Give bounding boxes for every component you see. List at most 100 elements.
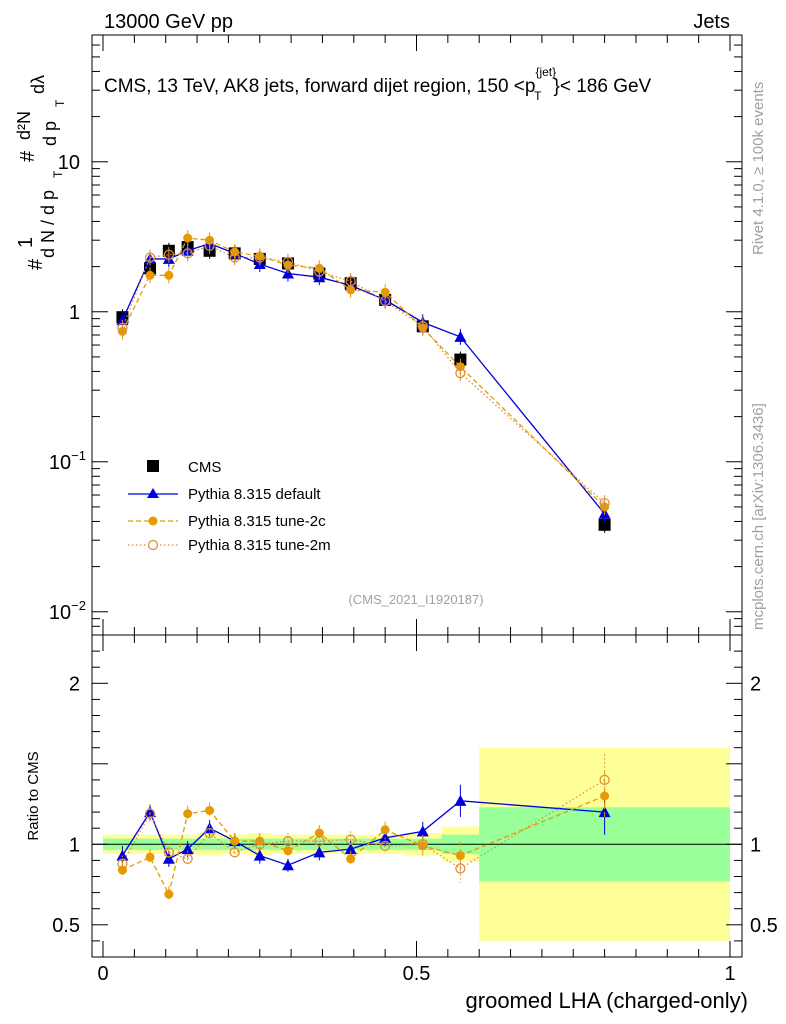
header-left: 13000 GeV pp [104,11,233,33]
ratio-point-pythia-8-315-tune-2m [345,834,356,845]
y-label-hash: # [25,258,47,270]
ratio-point-pythia-8-315-default [416,825,429,837]
point-pythia-8-315-tune-2m [144,252,156,263]
ratio-point-pythia-8-315-default [253,849,266,861]
point-pythia-8-315-tune-2m [379,295,391,307]
ratio-point-pythia-8-315-tune-2c [205,805,215,815]
legend-tune2m-label: Pythia 8.315 tune-2m [188,537,331,554]
x-tick-label: 0 [97,963,108,985]
ratio-point-pythia-8-315-default [181,843,194,855]
legend-cms-marker [147,460,159,472]
y-label-t: T [51,170,65,178]
ratio-point-pythia-8-315-tune-2c [600,791,610,801]
ratio-point-pythia-8-315-default [162,852,175,864]
point-pythia-8-315-tune-2m [163,249,174,260]
ratio-point-pythia-8-315-tune-2c [145,852,155,862]
y-tick-label: 10 [58,152,80,174]
ratio-line-pythia-8-315-tune-2m [121,779,605,870]
y-label-one: 1 [15,237,37,248]
ratio-point-pythia-8-315-tune-2m [117,858,128,869]
ratio-y-tick-label-right: 2 [750,673,761,695]
ratio-point-pythia-8-315-tune-2m [144,808,156,819]
ratio-point-pythia-8-315-tune-2c [283,846,293,856]
ratio-point-pythia-8-315-tune-2c [380,825,390,835]
legend-cms-label: CMS [188,459,221,476]
legend-tune2c-label: Pythia 8.315 tune-2c [188,513,326,530]
ratio-point-pythia-8-315-tune-2m [379,840,391,852]
point-pythia-8-315-tune-2c [145,270,155,280]
main-title: CMS, 13 TeV, AK8 jets, forward dijet reg… [104,65,652,103]
point-pythia-8-315-tune-2m [455,367,466,379]
y-tick-label: 10−2 [49,598,86,624]
header-right: Jets [693,11,730,33]
ratio-point-pythia-8-315-tune-2m [282,835,294,847]
series-layer [116,230,611,903]
ratio-point-pythia-8-315-tune-2c [164,889,174,899]
point-pythia-8-315-tune-2c [380,287,390,297]
analysis-tag: (CMS_2021_I1920187) [348,592,483,607]
ratio-frame [91,634,743,958]
legend-default-marker [147,488,159,498]
ratio-point-pythia-8-315-default [203,822,216,834]
point-pythia-8-315-default [454,330,467,342]
y-label-d2n: d²N [14,111,34,140]
ratio-y-tick-label-right: 1 [750,834,761,856]
point-pythia-8-315-tune-2c [346,285,356,295]
point-pythia-8-315-default [116,314,129,326]
ratio-point-pythia-8-315-default [454,794,467,806]
ratio-point-pythia-8-315-default [598,806,611,818]
point-pythia-8-315-tune-2c [183,233,193,243]
legend-default-label: Pythia 8.315 default [188,486,321,503]
ratio-point-pythia-8-315-tune-2c [230,836,240,846]
ratio-point-pythia-8-315-tune-2c [346,854,356,864]
line-pythia-8-315-tune-2m [121,245,606,504]
point-pythia-8-315-tune-2m [182,248,193,259]
ratio-point-pythia-8-315-tune-2m [455,863,466,874]
ratio-point-pythia-8-315-default [313,846,326,858]
axis-ticks: 10−2 10−1 1 10 0 0.5 1 0.5 0.5 1 1 2 2 [49,34,778,985]
y-label-dp: d p [40,121,60,146]
ratio-y-tick-label: 2 [69,673,80,695]
ratio-line-pythia-8-315-tune-2c [122,795,605,897]
ratio-point-pythia-8-315-tune-2m [182,853,193,864]
ratio-y-tick-label-right: 0.5 [750,915,778,937]
point-cms [598,518,611,531]
ratio-y-tick-label: 1 [69,834,80,856]
ratio-point-pythia-8-315-tune-2c [183,809,193,819]
point-pythia-8-315-tune-2m [417,321,428,332]
mcplots-label: mcplots.cern.ch [arXiv:1306.3436] [750,403,767,630]
line-pythia-8-315-tune-2c [121,237,606,508]
ratio-point-pythia-8-315-default [116,849,129,861]
ratio-point-pythia-8-315-default [281,859,294,871]
legend-tune2c-marker [148,516,158,526]
rivet-label: Rivet 4.1.0, ≥ 100k events [750,82,767,255]
ratio-line-pythia-8-315-default [121,800,605,866]
y-label-hash2: # [17,150,39,162]
point-pythia-8-315-tune-2m [345,275,356,287]
point-pythia-8-315-tune-2m [254,252,265,263]
ratio-point-pythia-8-315-default [144,806,157,818]
ratio-point-pythia-8-315-tune-2m [599,774,610,786]
legend-tune2m-marker [147,539,159,551]
point-pythia-8-315-tune-2c [164,270,174,280]
ratio-point-pythia-8-315-tune-2c [455,851,465,861]
point-pythia-8-315-tune-2m [282,256,294,268]
ratio-point-pythia-8-315-default [344,843,357,855]
point-pythia-8-315-tune-2m [314,266,325,277]
y-tick-label: 1 [69,302,80,324]
ratio-point-pythia-8-315-tune-2m [163,847,174,858]
x-tick-label: 1 [724,963,735,985]
point-pythia-8-315-tune-2m [117,322,128,334]
ratio-point-pythia-8-315-default [379,831,392,843]
ratio-ylabel: Ratio to CMS [25,751,42,840]
x-tick-label: 0.5 [403,963,431,985]
ratio-point-pythia-8-315-tune-2m [254,839,265,850]
ratio-point-pythia-8-315-tune-2m [417,839,428,850]
y-label-dn: d N / d p [38,190,58,258]
y-label-dlambda: dλ [28,75,48,94]
point-pythia-8-315-tune-2m [599,497,610,509]
y-label-t2: T [53,99,67,107]
ratio-y-tick-label: 0.5 [52,915,80,937]
ratio-point-pythia-8-315-tune-2m [229,847,240,858]
